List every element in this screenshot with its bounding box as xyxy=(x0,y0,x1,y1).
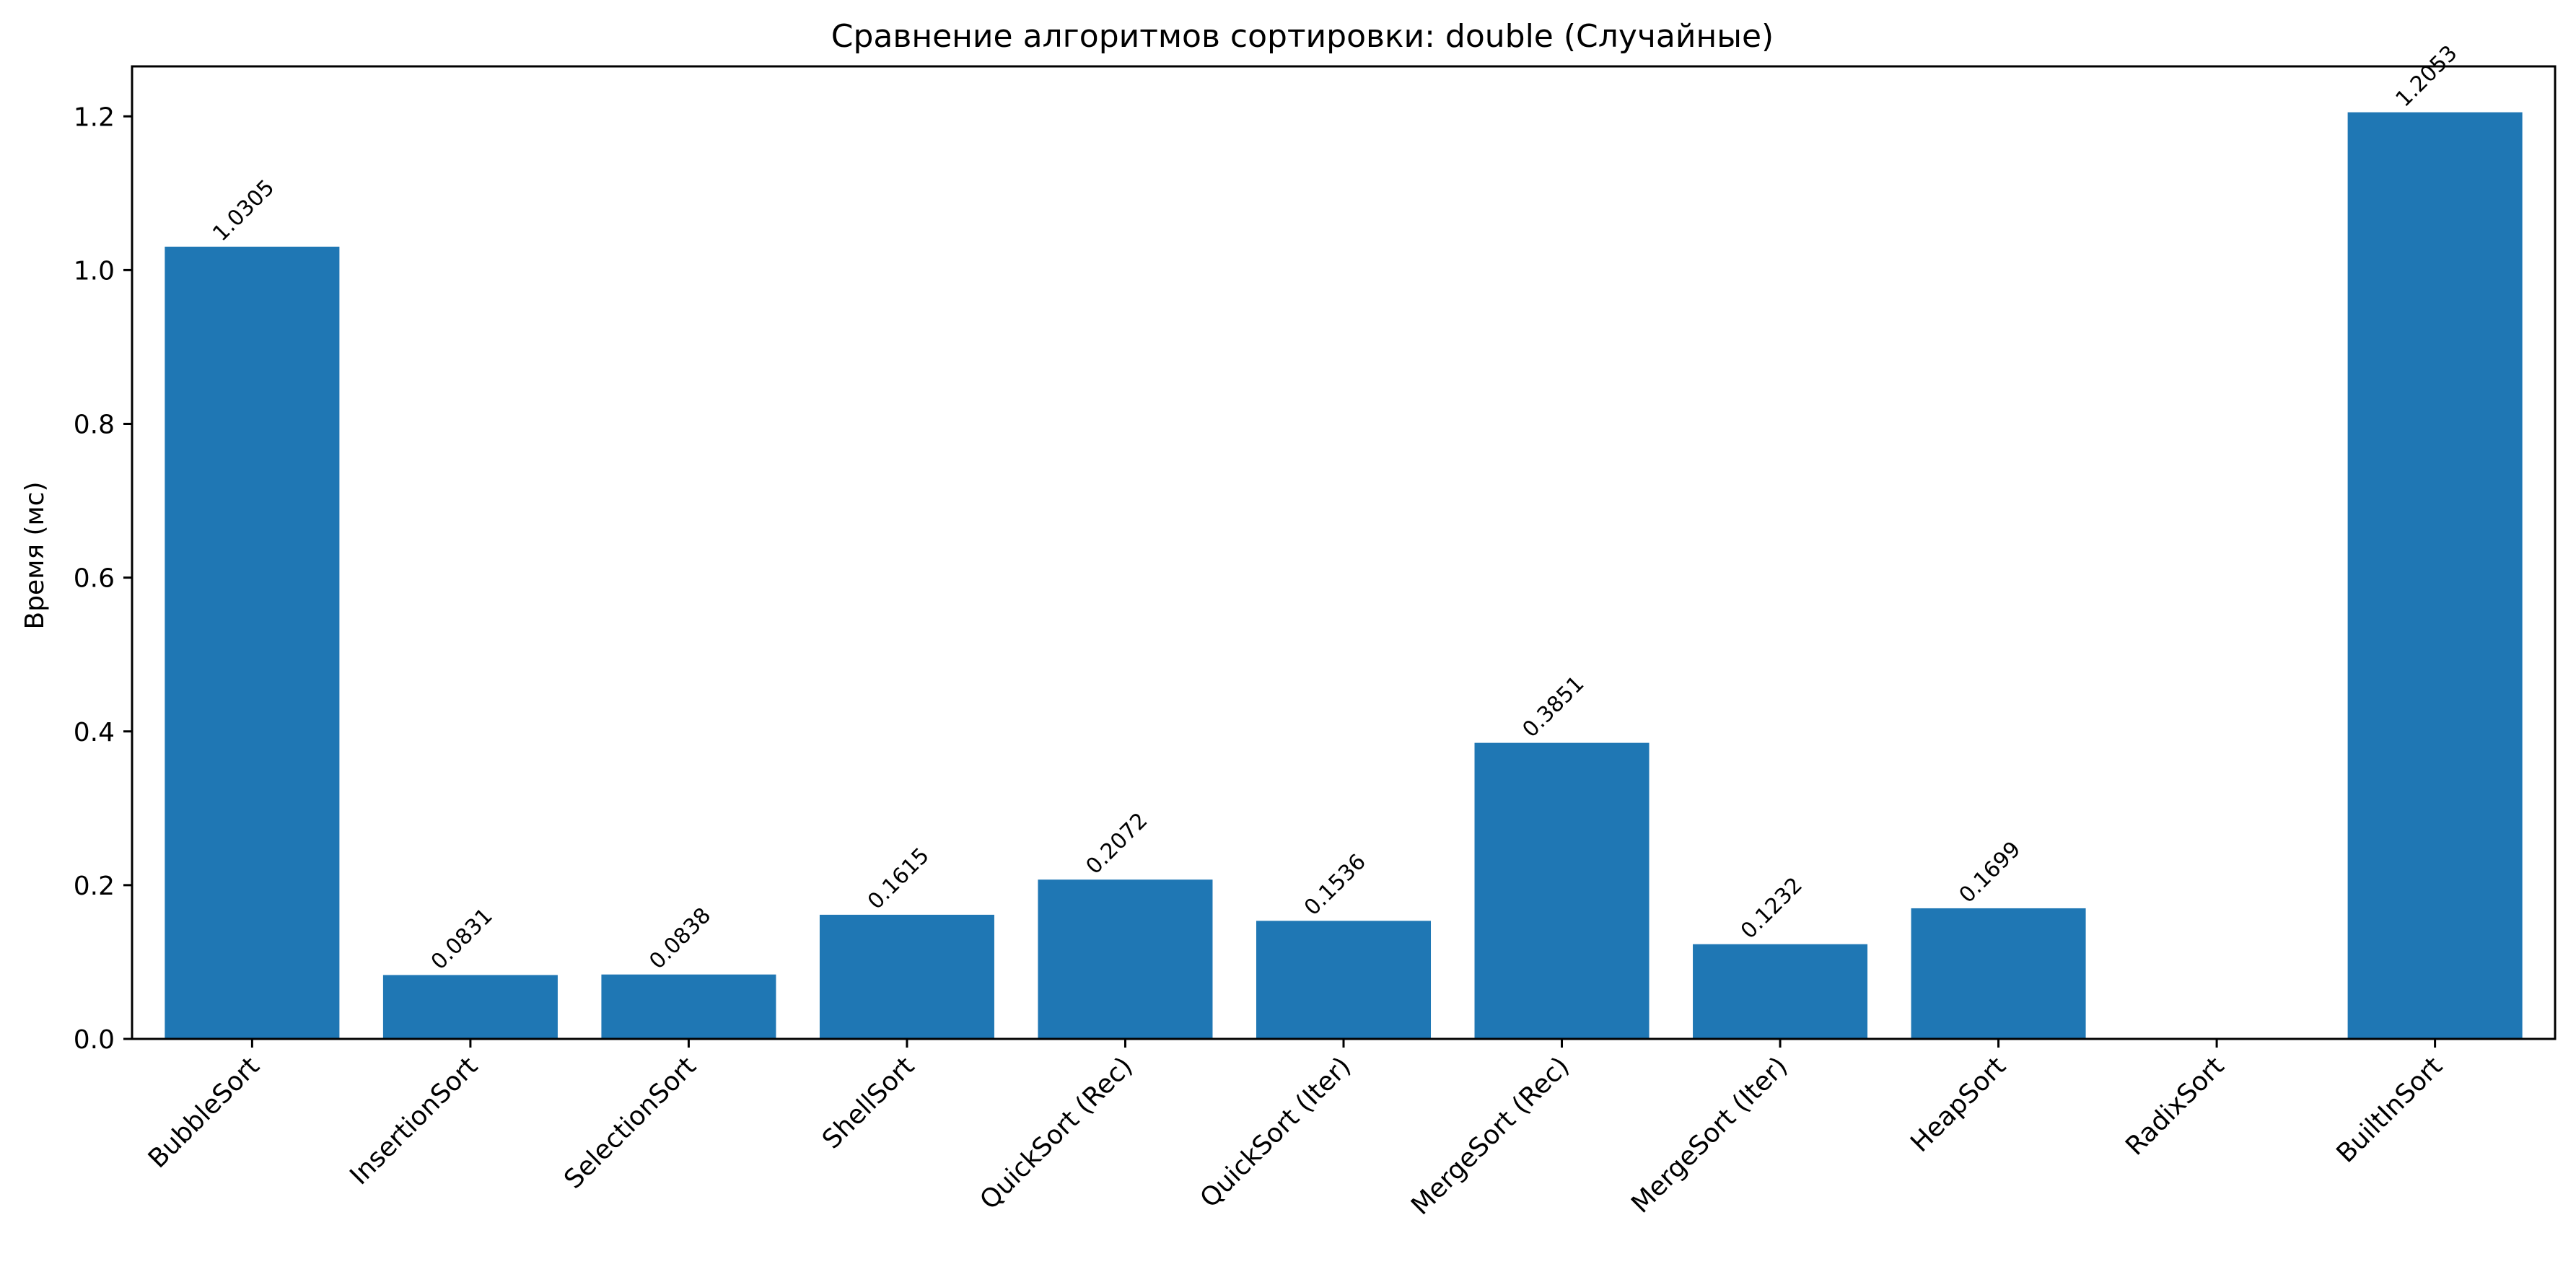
y-axis-label: Время (мс) xyxy=(20,482,50,630)
y-tick-label: 0.6 xyxy=(74,564,115,594)
bar-builtinsort xyxy=(2347,112,2523,1040)
y-tick-label: 0.4 xyxy=(74,718,115,747)
bar-shellsort xyxy=(819,914,994,1039)
bar-mergesort-iter xyxy=(1693,944,1868,1039)
plot-frame xyxy=(131,65,2557,1040)
y-tick-label: 0.0 xyxy=(74,1025,115,1055)
y-tick-label: 0.8 xyxy=(74,411,115,440)
bar-heapsort xyxy=(1911,908,2086,1039)
bar-mergesort-rec xyxy=(1474,742,1650,1039)
bar-quicksort-rec xyxy=(1038,879,1213,1039)
bar-insertionsort xyxy=(382,975,558,1039)
y-axis-ticks: 0.0 0.2 0.4 0.6 0.8 1.0 1.2 xyxy=(74,102,132,1055)
bars-layer xyxy=(165,112,2523,1040)
chart-title: Сравнение алгоритмов сортировки: double … xyxy=(831,18,1774,55)
bar-selectionsort xyxy=(601,974,776,1039)
y-tick-label: 1.2 xyxy=(74,102,115,132)
y-tick-label: 1.0 xyxy=(74,256,115,286)
bar-quicksort-iter xyxy=(1256,921,1432,1039)
y-tick-label: 0.2 xyxy=(74,872,115,901)
bar-bubblesort xyxy=(165,246,340,1039)
